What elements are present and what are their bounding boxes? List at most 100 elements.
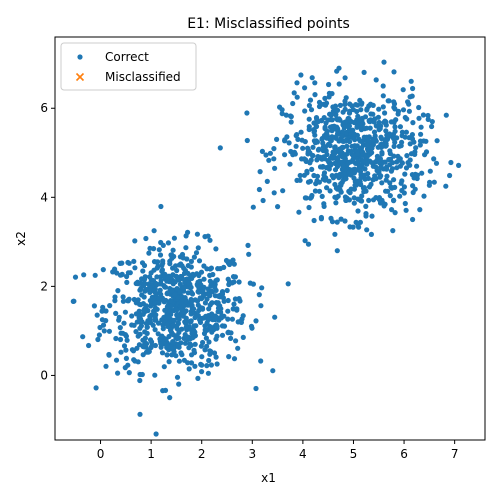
data-point-correct: [150, 296, 156, 302]
data-point-correct: [357, 138, 363, 144]
data-point-correct: [288, 119, 294, 125]
data-point-correct: [410, 120, 416, 126]
data-point-correct: [151, 228, 157, 234]
data-point-correct: [364, 107, 370, 113]
data-point-correct: [392, 210, 398, 216]
data-point-correct: [403, 165, 410, 171]
data-point-correct: [378, 165, 384, 171]
data-point-correct: [80, 334, 86, 340]
data-point-correct: [343, 176, 349, 182]
data-point-correct: [195, 279, 201, 285]
data-point-correct: [324, 185, 330, 191]
data-point-correct: [184, 334, 190, 340]
data-point-correct: [331, 151, 337, 157]
data-point-correct: [401, 184, 407, 190]
data-point-correct: [358, 107, 364, 113]
data-point-correct: [340, 162, 346, 168]
data-point-correct: [329, 134, 335, 140]
data-point-correct: [313, 115, 320, 121]
data-point-correct: [173, 263, 179, 269]
data-point-correct: [159, 350, 166, 356]
data-point-correct: [346, 159, 352, 165]
data-point-correct: [221, 298, 227, 304]
data-point-correct: [294, 94, 300, 100]
data-point-correct: [418, 124, 424, 130]
data-point-correct: [172, 292, 178, 298]
data-point-correct: [386, 98, 392, 104]
data-point-correct: [364, 227, 370, 233]
data-point-correct: [147, 320, 154, 326]
data-point-correct: [126, 260, 132, 266]
data-point-correct: [201, 330, 208, 337]
data-point-correct: [403, 207, 409, 213]
data-point-correct: [307, 178, 313, 184]
data-point-correct: [124, 337, 130, 343]
data-point-correct: [186, 280, 192, 286]
data-point-correct: [225, 308, 231, 314]
data-point-correct: [353, 102, 359, 108]
data-point-correct: [192, 341, 198, 347]
data-point-correct: [395, 111, 401, 117]
data-point-correct: [355, 222, 361, 228]
data-point-correct: [334, 219, 340, 225]
data-point-correct: [214, 361, 220, 367]
data-point-correct: [271, 146, 277, 152]
data-point-correct: [141, 307, 147, 313]
data-point-correct: [400, 87, 406, 93]
data-point-correct: [99, 317, 105, 323]
data-point-correct: [138, 302, 144, 308]
data-point-correct: [139, 260, 146, 266]
data-point-correct: [378, 134, 384, 140]
data-point-correct: [192, 363, 198, 369]
data-point-correct: [285, 281, 291, 287]
data-point-correct: [205, 286, 211, 292]
data-point-correct: [204, 363, 210, 369]
data-point-correct: [327, 188, 333, 194]
data-point-correct: [260, 197, 266, 204]
data-point-correct: [375, 144, 381, 150]
x-tick-label: 1: [147, 447, 155, 461]
data-point-correct: [319, 136, 325, 142]
data-point-correct: [113, 310, 119, 316]
data-point-correct: [383, 128, 389, 134]
data-point-correct: [232, 296, 238, 302]
data-point-correct: [425, 116, 431, 122]
data-point-correct: [348, 172, 354, 178]
data-point-correct: [389, 166, 395, 172]
data-point-correct: [366, 184, 373, 190]
data-point-correct: [383, 119, 389, 125]
data-point-correct: [391, 119, 397, 125]
data-point-correct: [225, 297, 231, 304]
data-point-correct: [184, 319, 190, 325]
data-point-correct: [358, 181, 364, 188]
data-point-correct: [311, 128, 318, 134]
data-point-correct: [330, 104, 336, 110]
data-point-correct: [318, 214, 324, 221]
data-point-correct: [342, 106, 348, 112]
data-point-correct: [303, 195, 309, 201]
data-point-correct: [122, 309, 128, 315]
data-point-correct: [135, 333, 141, 339]
data-point-correct: [142, 276, 148, 282]
data-point-correct: [279, 111, 285, 117]
data-point-correct: [231, 356, 238, 362]
data-point-correct: [307, 97, 314, 103]
data-point-correct: [350, 224, 356, 230]
data-point-correct: [414, 163, 420, 169]
data-point-correct: [410, 85, 416, 92]
data-point-correct: [294, 132, 300, 138]
data-point-correct: [272, 165, 278, 171]
data-point-correct: [380, 83, 386, 89]
x-tick-label: 2: [198, 447, 206, 461]
data-point-correct: [375, 114, 381, 120]
data-point-correct: [188, 284, 194, 290]
data-point-correct: [198, 343, 204, 349]
data-point-correct: [350, 152, 356, 159]
data-point-correct: [394, 165, 400, 171]
data-point-correct: [156, 247, 162, 253]
data-point-correct: [368, 231, 374, 237]
data-point-correct: [144, 330, 150, 336]
data-point-correct: [140, 268, 146, 274]
data-point-correct: [406, 101, 412, 107]
data-point-correct: [195, 375, 201, 381]
